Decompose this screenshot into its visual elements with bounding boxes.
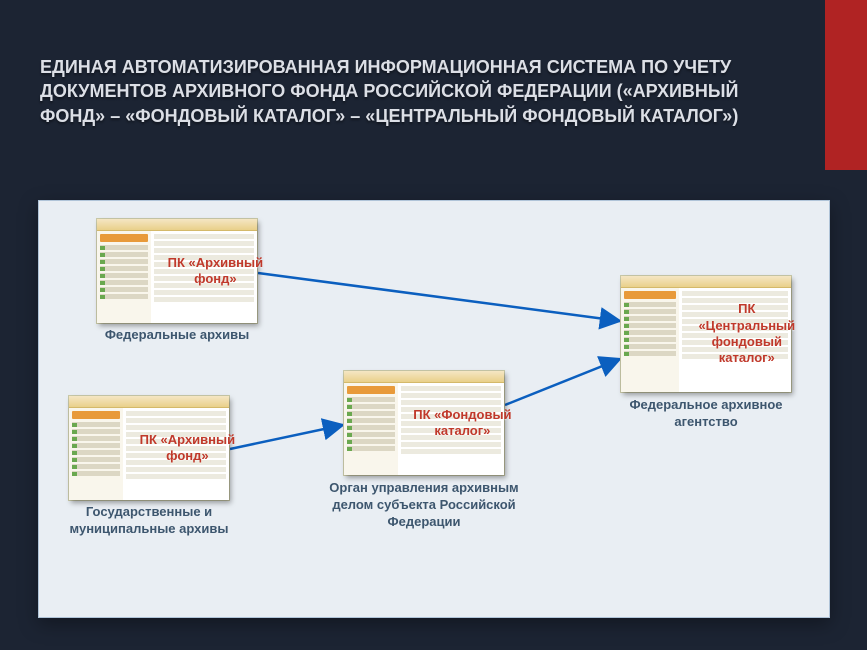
node-fund-catalog: ПК «Фондовый каталог» [344, 371, 504, 475]
slide: Единая автоматизированная информационная… [0, 0, 867, 650]
arrow [258, 273, 620, 321]
node-badge: ПК «Центральный фондовый каталог» [689, 290, 805, 378]
node-central-fund-catalog: ПК «Центральный фондовый каталог» [621, 276, 791, 392]
arrow [230, 425, 343, 449]
node-badge: ПК «Фондовый каталог» [408, 383, 517, 462]
node-caption: Федеральные архивы [97, 327, 257, 344]
slide-title: Единая автоматизированная информационная… [40, 55, 807, 128]
diagram-panel: ПК «Архивный фонд» Федеральные архивы ПК «… [38, 200, 830, 618]
node-federal-archives: ПК «Архивный фонд» [97, 219, 257, 323]
node-caption: Государственные и муниципальные архивы [69, 504, 229, 538]
node-badge: ПК «Архивный фонд» [161, 231, 270, 310]
node-state-municipal-archives: ПК «Архивный фонд» [69, 396, 229, 500]
accent-bar [825, 0, 867, 170]
node-caption: Федеральное архивное агентство [629, 397, 783, 431]
node-caption: Орган управления архивным делом субъекта… [329, 480, 519, 531]
node-badge: ПК «Архивный фонд» [133, 408, 242, 487]
arrow [505, 359, 620, 405]
